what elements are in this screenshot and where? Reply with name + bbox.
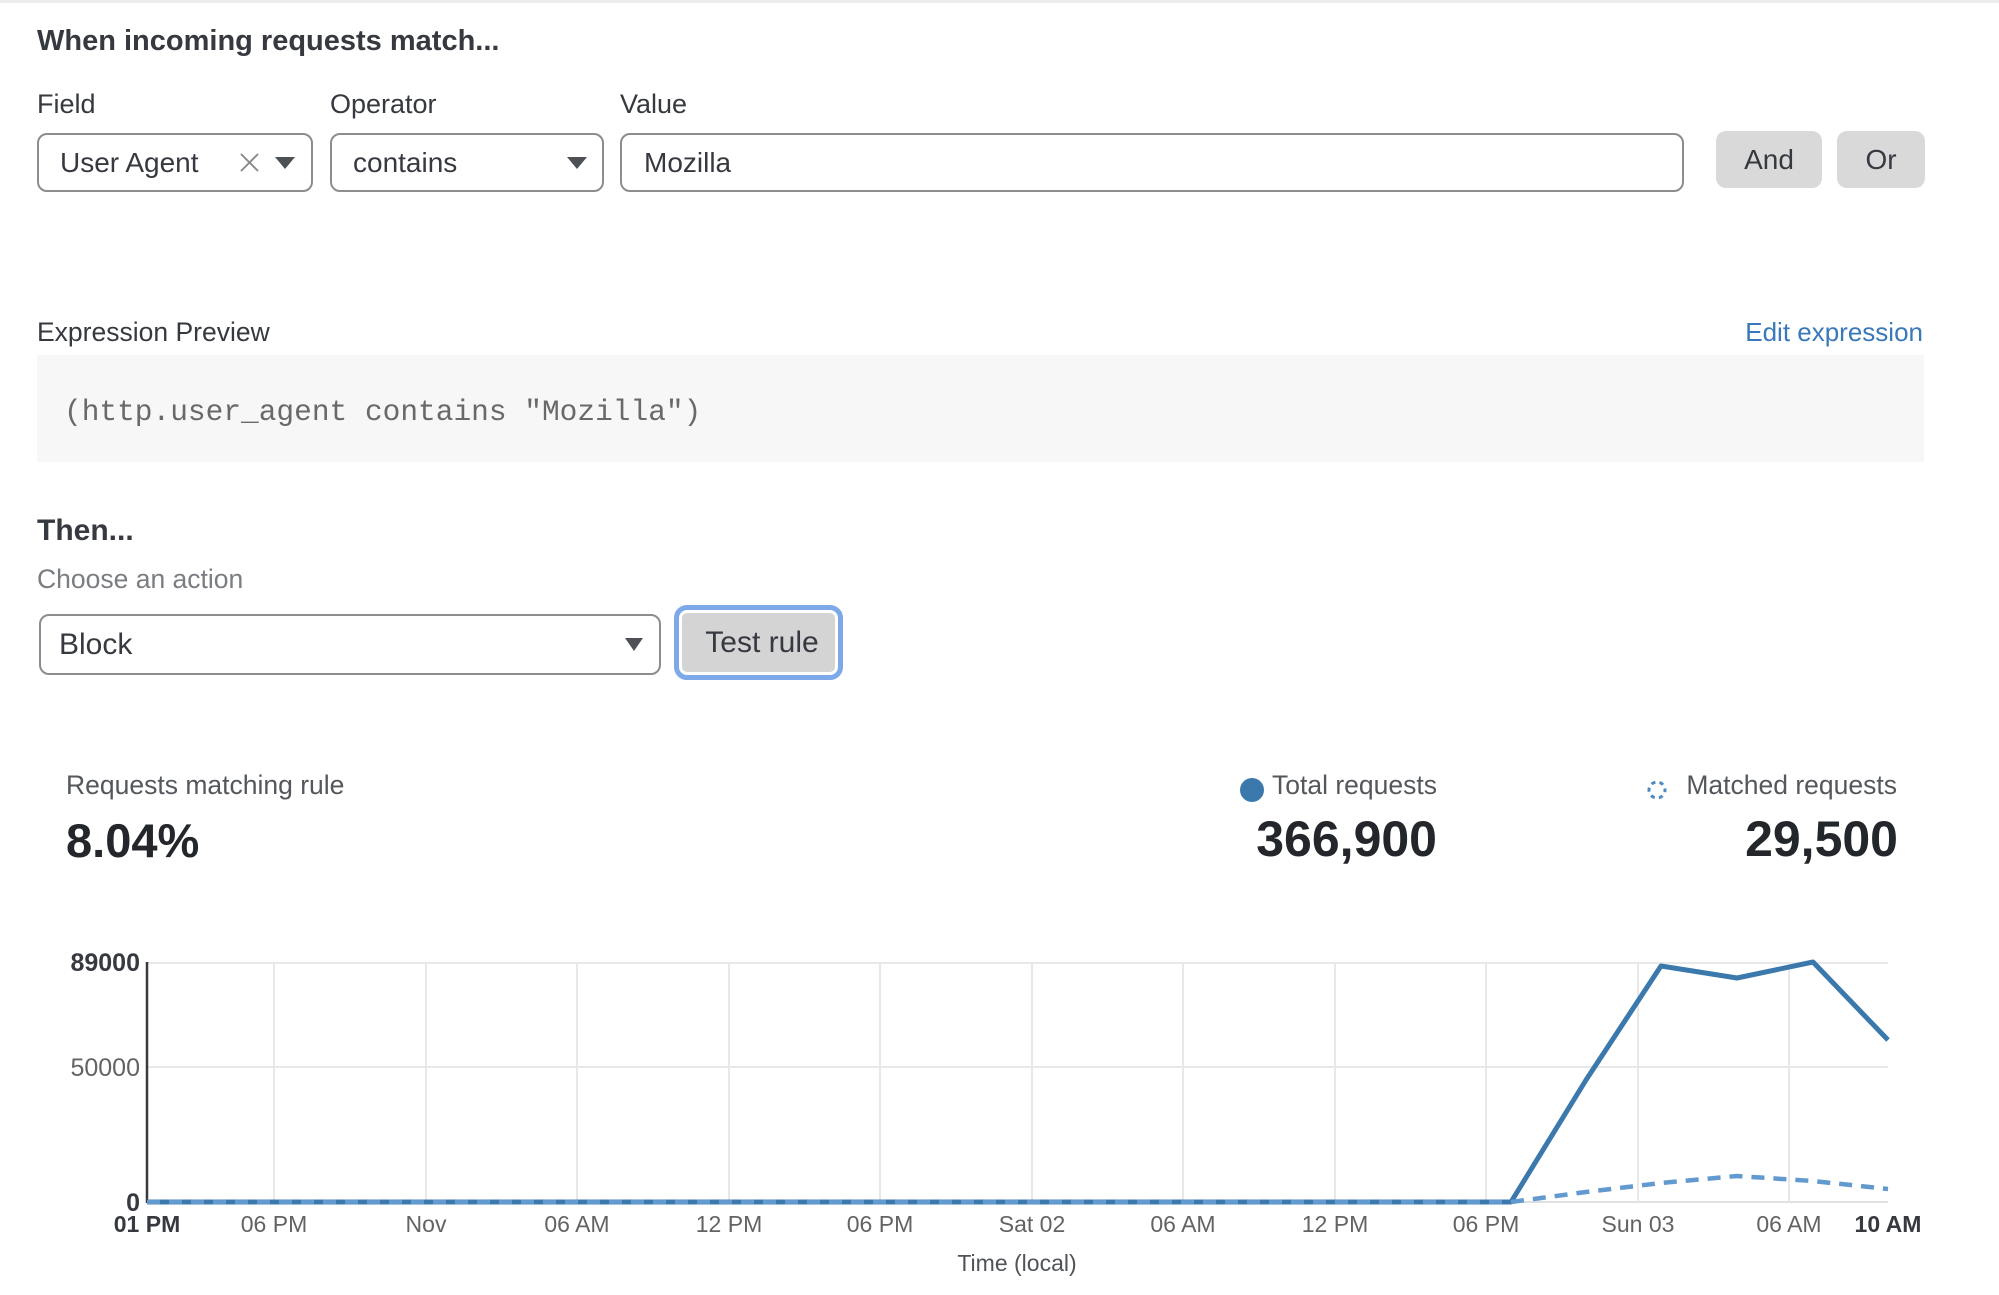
svg-text:12 PM: 12 PM	[1302, 1211, 1368, 1237]
svg-text:06 PM: 06 PM	[1453, 1211, 1519, 1237]
svg-text:0: 0	[126, 1189, 140, 1217]
svg-text:Nov: Nov	[406, 1211, 447, 1237]
svg-text:01 PM: 01 PM	[114, 1211, 180, 1237]
svg-text:10 AM: 10 AM	[1855, 1211, 1922, 1237]
svg-text:Sun 03: Sun 03	[1602, 1211, 1675, 1237]
svg-text:06 AM: 06 AM	[544, 1211, 609, 1237]
svg-text:12 PM: 12 PM	[696, 1211, 762, 1237]
svg-text:06 PM: 06 PM	[241, 1211, 307, 1237]
svg-text:50000: 50000	[70, 1054, 140, 1082]
svg-text:89000: 89000	[70, 949, 140, 977]
svg-text:06 AM: 06 AM	[1756, 1211, 1821, 1237]
svg-text:06 PM: 06 PM	[847, 1211, 913, 1237]
svg-text:Time (local): Time (local)	[957, 1250, 1076, 1276]
svg-text:Sat 02: Sat 02	[999, 1211, 1066, 1237]
svg-text:06 AM: 06 AM	[1150, 1211, 1215, 1237]
